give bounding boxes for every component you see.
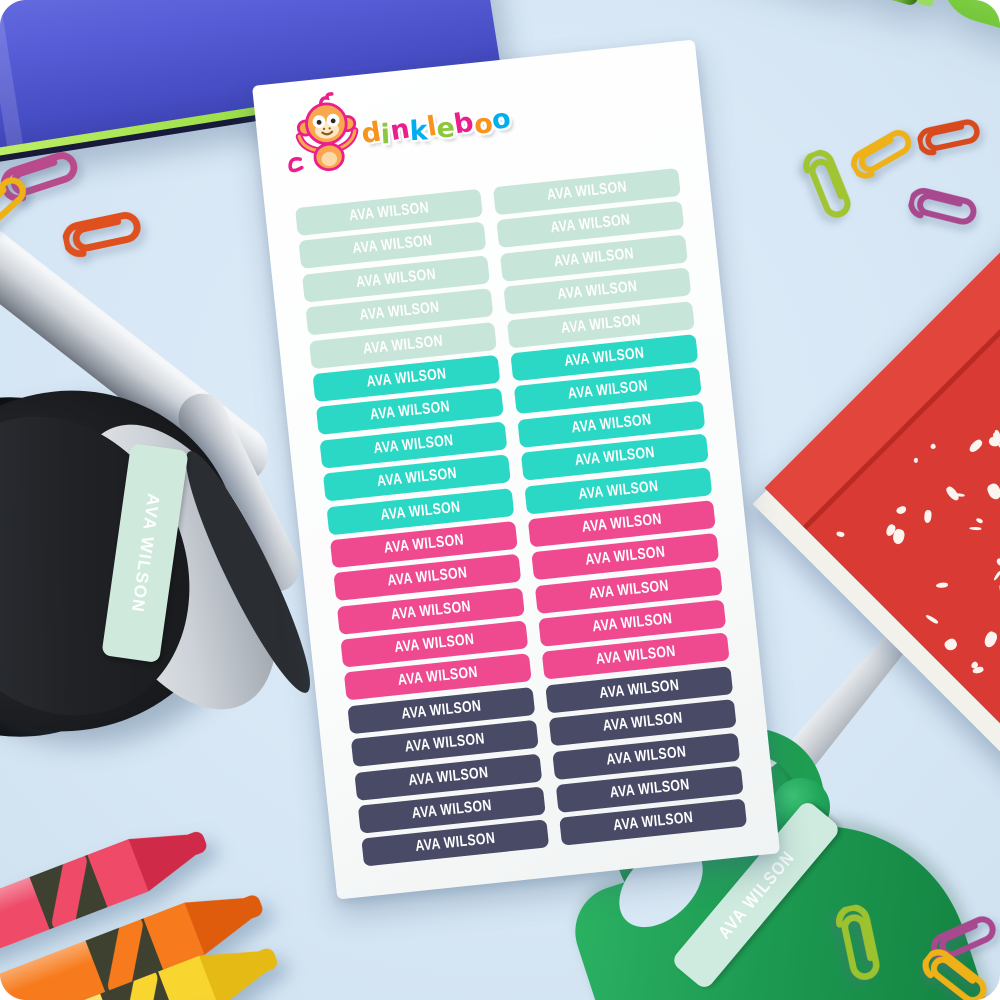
name-label-text: AVA WILSON — [390, 597, 472, 624]
name-label-text: AVA WILSON — [563, 344, 646, 370]
name-label-text: AVA WILSON — [369, 398, 451, 424]
name-label-text: AVA WILSON — [393, 630, 476, 657]
bottle-body — [931, 0, 1000, 63]
paperclip-icon — [0, 163, 49, 255]
name-label-text: AVA WILSON — [404, 730, 486, 756]
name-label-text: AVA WILSON — [365, 365, 448, 391]
monkey-icon — [288, 92, 359, 173]
paperclip-icon — [907, 937, 1000, 1000]
name-label-text: AVA WILSON — [358, 298, 441, 325]
paperclip-icon — [843, 117, 929, 196]
name-label-text: AVA WILSON — [376, 464, 458, 491]
name-label-text: AVA WILSON — [411, 796, 493, 823]
brand-letter: b — [452, 106, 477, 140]
name-label-text: AVA WILSON — [560, 311, 642, 337]
red-composition-notebook — [764, 148, 1000, 828]
paperclip-icon — [59, 200, 154, 278]
name-label-text: AVA WILSON — [549, 211, 632, 237]
name-label-text: AVA WILSON — [587, 576, 670, 603]
brand-letter: o — [489, 102, 513, 136]
name-label-text: AVA WILSON — [574, 444, 656, 470]
name-label-text: AVA WILSON — [407, 763, 489, 790]
name-label-text: AVA WILSON — [601, 709, 684, 736]
name-label-text: AVA WILSON — [383, 531, 465, 557]
name-label-text: AVA WILSON — [355, 265, 437, 291]
name-label-text: AVA WILSON — [612, 809, 694, 835]
name-label-text: AVA WILSON — [386, 564, 469, 590]
name-label-text: AVA WILSON — [556, 278, 639, 304]
paperclip-icon — [914, 109, 990, 171]
name-label-text: AVA WILSON — [594, 643, 677, 669]
bottle-glass-band — [865, 0, 959, 7]
name-label-text: AVA WILSON — [397, 664, 479, 690]
name-label-text: AVA WILSON — [546, 178, 628, 204]
name-label-text: AVA WILSON — [605, 742, 687, 769]
name-label-text: AVA WILSON — [400, 697, 482, 723]
blue-notebook-fold — [0, 0, 26, 161]
name-label-text: AVA WILSON — [580, 510, 663, 536]
name-label-text: AVA WILSON — [553, 244, 635, 271]
name-label-text: AVA WILSON — [348, 199, 430, 225]
name-label-text: AVA WILSON — [591, 610, 673, 636]
name-label-text: AVA WILSON — [372, 431, 455, 457]
label-grid: AVA WILSON AVA WILSON AVA WILSON AVA WILSON… — [295, 167, 748, 867]
name-label-text: AVA WILSON — [577, 477, 659, 503]
name-label-text: AVA WILSON — [584, 543, 666, 570]
name-label-text: AVA WILSON — [414, 830, 496, 856]
brand-letter: n — [387, 112, 412, 147]
name-label-text: AVA WILSON — [598, 676, 680, 702]
name-label-text: AVA WILSON — [362, 332, 444, 358]
paperclip-icon — [816, 901, 891, 993]
name-label-text: AVA WILSON — [351, 232, 434, 258]
paperclip-icon — [902, 178, 986, 247]
green-bottle — [665, 0, 1000, 71]
name-label-text: AVA WILSON — [608, 776, 691, 802]
name-label-text: AVA WILSON — [567, 377, 649, 403]
name-label-text: AVA WILSON — [379, 498, 462, 524]
paperclip-icon — [784, 143, 864, 234]
name-label-text: AVA WILSON — [570, 410, 652, 437]
